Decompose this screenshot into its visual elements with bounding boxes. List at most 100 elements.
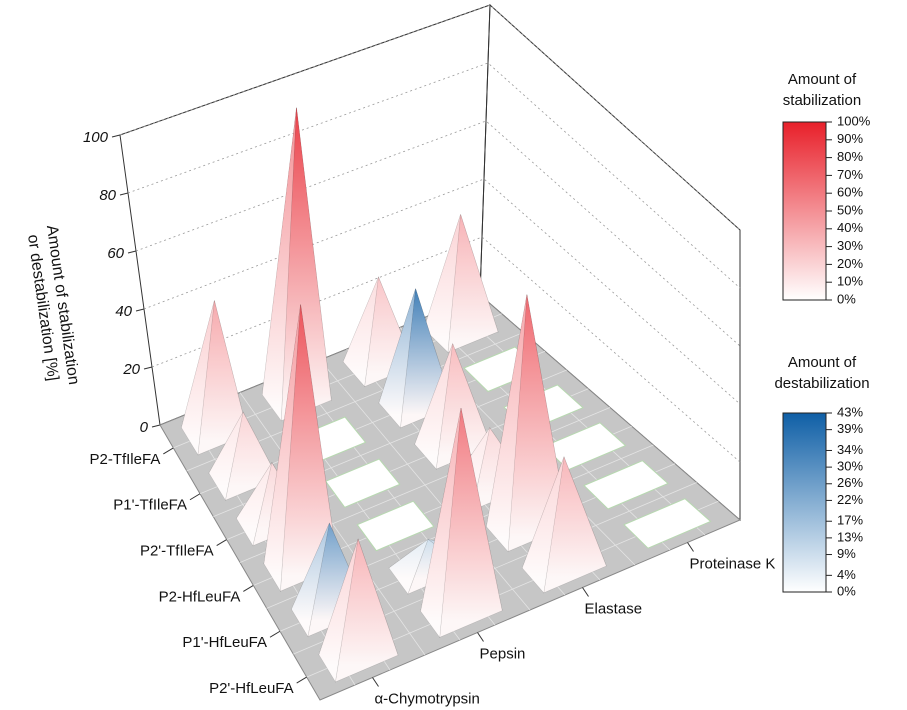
color-bar-tick-label: 40% xyxy=(837,220,863,235)
color-bar-tick-label: 0% xyxy=(837,583,856,598)
row-label: P1'-HfLeuFA xyxy=(182,634,267,651)
color-bar-tick-label: 4% xyxy=(837,567,856,582)
color-bar-tick-label: 34% xyxy=(837,442,863,457)
column-label: Pepsin xyxy=(480,645,526,662)
pyramid-shade xyxy=(236,462,272,546)
color-bar-tick-label: 9% xyxy=(837,546,856,561)
z-tick xyxy=(127,250,137,254)
pyramid-shade xyxy=(436,343,492,469)
color-bar-title: Amount of xyxy=(788,354,857,371)
pyramid-shade xyxy=(543,457,607,593)
pyramid-face xyxy=(197,300,249,456)
color-bar-tick-label: 39% xyxy=(837,421,863,436)
row-tick xyxy=(216,539,227,547)
pyramid xyxy=(181,300,249,456)
pyramid-shade xyxy=(420,408,461,638)
color-bar-tick-label: 90% xyxy=(837,131,863,146)
row-label: P2-HfLeuFA xyxy=(159,588,241,605)
pyramid-shade xyxy=(264,304,301,592)
column-tick xyxy=(687,542,694,552)
pyramid-shade xyxy=(379,288,416,428)
flat-pyramid xyxy=(324,458,401,508)
row-tick xyxy=(243,584,254,592)
pyramid-shade xyxy=(291,523,330,637)
row-tick xyxy=(269,630,281,638)
z-tick xyxy=(135,308,145,312)
pyramid xyxy=(521,455,607,594)
flat-pyramid xyxy=(356,500,435,552)
pyramid-shade xyxy=(262,107,297,421)
pyramid-shade xyxy=(424,214,461,353)
z-tick xyxy=(119,192,129,196)
pyramid-shade xyxy=(439,408,503,638)
color-bar-tick-label: 10% xyxy=(837,274,863,289)
pyramid xyxy=(420,408,503,639)
row-tick xyxy=(163,447,174,455)
floor-grid xyxy=(453,305,706,536)
pyramid xyxy=(583,460,669,510)
pyramid-shade xyxy=(281,107,332,421)
pyramid-shade xyxy=(198,300,248,455)
color-bar-tick-label: 60% xyxy=(837,185,863,200)
color-bar-tick-label: 13% xyxy=(837,529,863,544)
color-bar-tick-label: 80% xyxy=(837,149,863,164)
z-tick xyxy=(111,134,121,138)
color-bar-tick-label: 43% xyxy=(837,404,863,419)
pyramid-shade xyxy=(181,300,215,455)
color-bar-title: Amount of xyxy=(788,71,857,88)
pyramid-shade xyxy=(414,343,453,469)
pyramid xyxy=(342,275,416,388)
color-bar-tick-label: 17% xyxy=(837,513,863,528)
color-bar-tick-label: 22% xyxy=(837,492,863,507)
pyramid xyxy=(263,304,339,593)
z-tick xyxy=(151,424,161,428)
flat-pyramid xyxy=(583,460,669,510)
color-bar xyxy=(782,412,827,593)
pyramid xyxy=(318,538,399,683)
pyramid xyxy=(324,458,401,508)
pyramid xyxy=(623,498,712,549)
flat-pyramid xyxy=(623,498,712,549)
pyramid xyxy=(356,500,435,552)
z-tick-label: 40 xyxy=(115,303,132,320)
column-label: Proteinase K xyxy=(690,555,776,572)
pyramid-face xyxy=(447,214,499,353)
pyramid-shade xyxy=(389,539,429,594)
floor-grid xyxy=(319,359,531,611)
pyramid-shade xyxy=(319,539,359,682)
column-label: α-Chymotrypsin xyxy=(375,690,480,707)
column-tick xyxy=(372,677,379,687)
color-bar-tick-label: 100% xyxy=(837,113,871,128)
row-label: P2-TfIleFA xyxy=(89,451,160,468)
color-bar-tick-label: 26% xyxy=(837,475,863,490)
color-bar-tick-label: 50% xyxy=(837,202,863,217)
pyramid-shade xyxy=(448,214,498,353)
z-tick xyxy=(143,366,153,370)
color-bar-title: stabilization xyxy=(783,92,861,109)
row-label: P2'-HfLeuFA xyxy=(209,680,294,697)
column-tick xyxy=(477,632,484,642)
pyramid xyxy=(414,342,492,470)
color-bar-tick-label: 70% xyxy=(837,167,863,182)
pyramid-shade xyxy=(343,277,379,387)
column-label: Elastase xyxy=(585,600,643,617)
color-bar-tick-label: 30% xyxy=(837,238,863,253)
z-tick-label: 20 xyxy=(122,361,140,378)
row-tick xyxy=(296,676,307,684)
row-label: P1'-TfIleFA xyxy=(113,497,187,514)
row-label: P2'-TfIleFA xyxy=(140,543,214,560)
pyramid xyxy=(208,411,279,502)
color-bar-tick-label: 20% xyxy=(837,256,863,271)
column-tick xyxy=(582,587,589,597)
pyramid-shade xyxy=(522,457,564,593)
pyramid-face xyxy=(543,455,607,594)
color-bar-tick-label: 30% xyxy=(837,459,863,474)
pyramid-face xyxy=(335,539,399,683)
row-tick xyxy=(189,493,201,501)
grid-line xyxy=(127,62,741,289)
pyramid-shade xyxy=(280,304,338,592)
grid-line xyxy=(119,4,741,231)
floor-grid xyxy=(239,392,426,656)
z-axis-label: Amount of stabilizationor destabilizatio… xyxy=(23,224,82,389)
